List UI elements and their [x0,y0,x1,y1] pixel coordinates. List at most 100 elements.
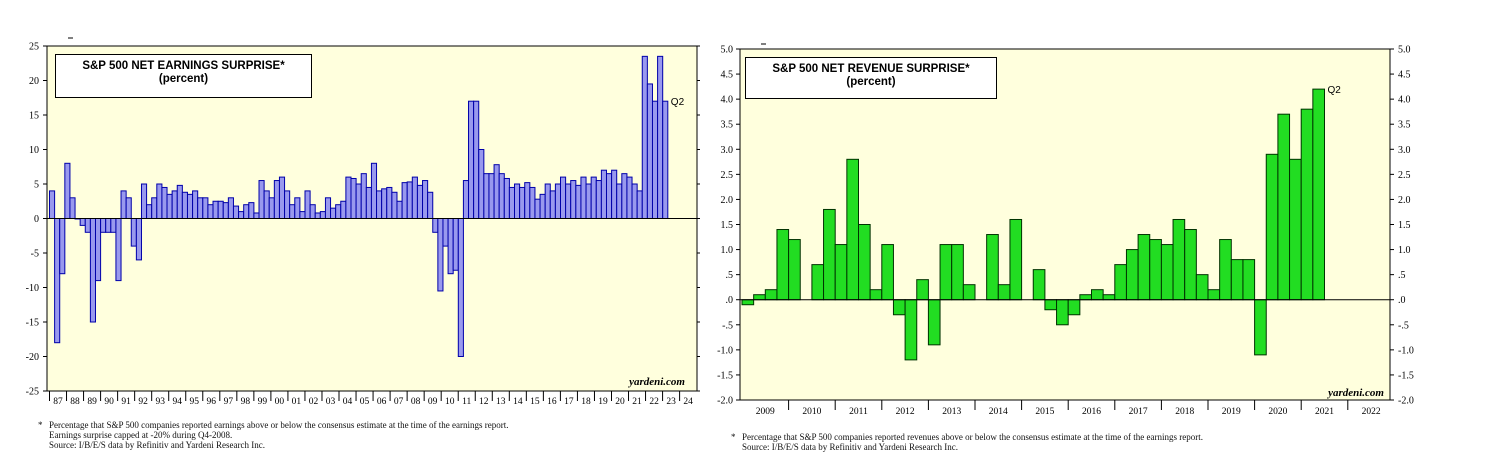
earnings-bar [605,173,613,219]
revenue-bar [916,279,929,301]
earnings-title: S&P 500 NET EARNINGS SURPRISE* [82,60,285,72]
earnings-bar [406,181,413,219]
earnings-bar [646,83,653,219]
revenue-xtick-label: 2011 [849,407,868,417]
earnings-subtitle: (percent) [158,73,209,85]
earnings-bar [197,197,204,220]
earnings-bar [386,186,393,219]
revenue-xtick-label: 2018 [1175,407,1194,417]
earnings-bar [493,164,500,219]
revenue-bar [927,299,941,346]
revenue-bar [1230,259,1244,301]
earnings-xtick-label: 18 [581,397,591,407]
earnings-bar [253,212,260,219]
earnings-xtick-label: 17 [564,397,574,407]
earnings-xtick-label: 15 [530,397,540,407]
earnings-ytick-label-left: 25 [29,42,39,53]
revenue-ytick-label-left: 4.0 [721,95,734,106]
earnings-bar [49,190,56,219]
revenue-bar [811,264,825,301]
earnings-bar [248,202,255,220]
earnings-bar [503,177,510,219]
earnings-bar [146,204,153,219]
revenue-ytick-label-right: 4.5 [1398,70,1411,81]
earnings-bar [94,218,102,282]
revenue-ytick-label-left: 5.0 [721,45,734,56]
earnings-xtick-label: 88 [70,397,80,407]
revenue-ytick-label-right: -.5 [1398,320,1409,331]
revenue-footnote: * Percentage that S&P 500 companies repo… [731,432,1203,452]
earnings-bar [422,180,429,220]
earnings-xtick-label: 93 [155,397,165,407]
earnings-bar [289,204,296,219]
revenue-ytick-label-right: 3.5 [1398,120,1411,131]
earnings-bar [365,186,372,219]
earnings-xtick-label: 07 [394,397,404,407]
earnings-bar [140,183,148,219]
earnings-bar [64,162,71,220]
revenue-bar [881,244,894,301]
earnings-bar [212,200,219,219]
earnings-bar [263,190,270,219]
earnings-bar [585,183,592,219]
earnings-bar [401,182,408,219]
earnings-bar [350,177,357,219]
revenue-xtick-label: 2021 [1315,407,1334,417]
earnings-bar [432,218,439,233]
earnings-xtick-label: 19 [598,397,608,407]
earnings-bar [309,204,316,219]
revenue-bar [823,208,836,301]
earnings-bar [657,55,664,219]
earnings-xtick-label: 00 [275,397,285,407]
earnings-bar [335,204,342,219]
earnings-bar [202,197,209,220]
earnings-bar [135,218,142,261]
earnings-xtick-label: 96 [207,397,217,407]
revenue-title-box: S&P 500 NET REVENUE SURPRISE* (percent) [745,57,997,99]
earnings-bar [514,183,521,219]
earnings-bar [370,162,378,220]
earnings-bar [447,218,454,275]
earnings-bar [641,55,648,219]
earnings-xtick-label: 13 [496,397,506,407]
earnings-xtick-label: 03 [326,397,336,407]
earnings-bar [105,218,112,233]
earnings-bar [662,100,669,219]
earnings-xtick-label: 09 [428,397,438,407]
earnings-footnote: * Percentage that S&P 500 companies repo… [38,420,509,450]
earnings-bar [125,197,132,220]
revenue-bar [962,284,976,301]
revenue-bar [741,299,755,306]
revenue-bar [834,244,848,301]
earnings-xtick-label: 20 [615,397,625,407]
earnings-bar [539,193,546,220]
revenue-bar [1091,289,1104,301]
revenue-bar [776,229,790,301]
earnings-bar [110,218,117,233]
earnings-xtick-label: 99 [258,397,268,407]
revenue-watermark: yardeni.com [1326,387,1384,399]
revenue-ytick-label-right: 5.0 [1398,45,1411,56]
revenue-bar [1114,264,1127,301]
revenue-ytick-label-right: -2.0 [1398,396,1414,407]
earnings-bar [115,218,122,282]
earnings-bar [391,191,398,219]
earnings-bar [498,173,505,219]
earnings-bar [345,176,352,220]
earnings-bar [258,180,265,220]
earnings-footnote-line-2: Earnings surprise capped at -20% during … [49,430,233,440]
earnings-bar [651,100,659,219]
earnings-surprise-chart: 25252020151510105500-5-5-10-10-15-15-20-… [26,37,700,407]
earnings-xtick-label: 04 [343,397,353,407]
earnings-bar [631,183,638,219]
earnings-xtick-label: 90 [104,397,114,407]
earnings-bar [381,188,388,220]
earnings-bar [595,180,602,220]
earnings-bar [130,218,137,247]
earnings-title-box: S&P 500 NET EARNINGS SURPRISE* (percent) [55,54,312,98]
earnings-ytick-label-left: 10 [29,145,39,156]
earnings-ytick-label-left: -20 [26,352,39,363]
earnings-bar [488,173,495,219]
revenue-bar [904,299,918,361]
earnings-bar [232,205,240,220]
